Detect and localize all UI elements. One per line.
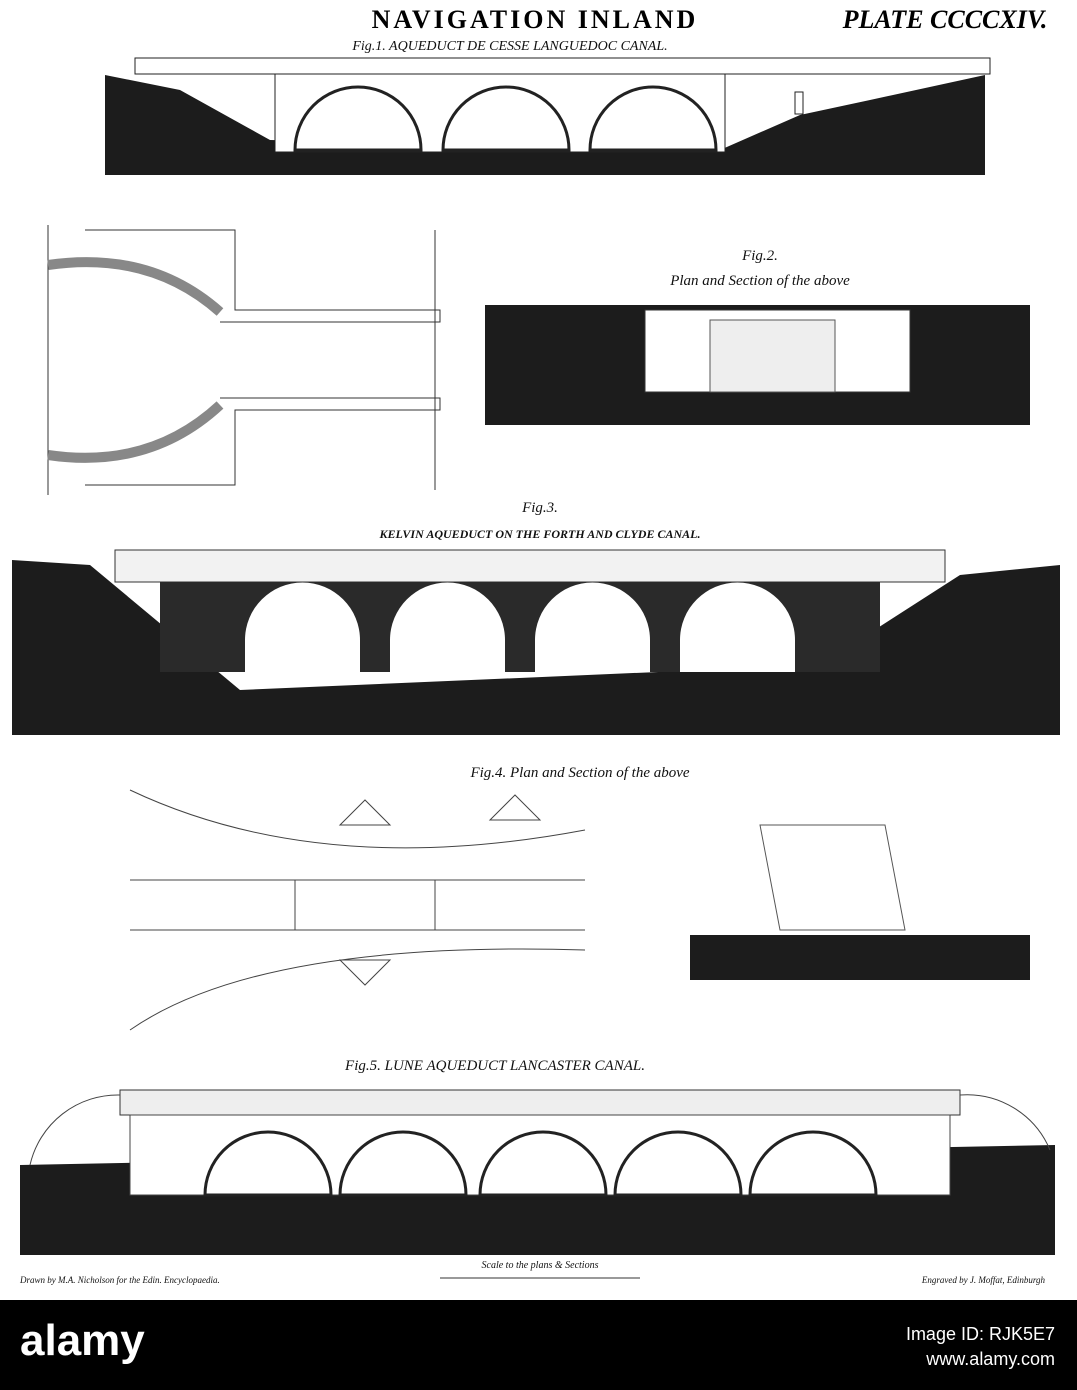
fig-caption: KELVIN AQUEDUCT ON THE FORTH AND CLYDE C…	[379, 527, 701, 541]
fig-label: Fig.1. AQUEDUCT DE CESSE LANGUEDOC CANAL…	[351, 39, 667, 54]
fig-caption: Plan and Section of the above	[669, 273, 850, 289]
figure-5	[20, 1089, 1055, 1255]
credit: Drawn by M.A. Nicholson for the Edin. En…	[19, 1275, 220, 1285]
figure-1	[105, 57, 991, 175]
fig-label: Fig.2.	[741, 248, 778, 264]
title: NAVIGATION INLAND	[372, 5, 699, 34]
plate-number: PLATE CCCCXIV.	[842, 5, 1048, 34]
credit: Engraved by J. Moffat, Edinburgh	[921, 1275, 1046, 1285]
image-id: Image ID: RJK5E7	[906, 1324, 1055, 1344]
figure-2	[47, 225, 441, 495]
section-2	[485, 305, 1030, 425]
scale-label: Scale to the plans & Sections	[482, 1260, 599, 1271]
figure-3	[12, 549, 1060, 735]
url: www.alamy.com	[925, 1349, 1055, 1369]
fig-label: Fig.4. Plan and Section of the above	[469, 765, 689, 781]
section-4	[690, 824, 1030, 980]
brand: alamy	[20, 1316, 145, 1365]
fig-label: Fig.3.	[521, 500, 558, 516]
figure-4	[129, 789, 586, 1031]
footer	[0, 1300, 1077, 1390]
fig-label: Fig.5. LUNE AQUEDUCT LANCASTER CANAL.	[344, 1058, 645, 1074]
